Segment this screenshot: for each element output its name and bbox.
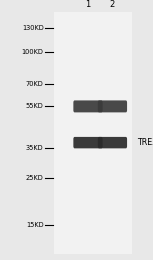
- Text: 35KD: 35KD: [26, 145, 44, 151]
- Text: 70KD: 70KD: [26, 81, 44, 87]
- FancyBboxPatch shape: [73, 100, 103, 112]
- Text: 1: 1: [85, 0, 91, 9]
- Text: 15KD: 15KD: [26, 222, 44, 228]
- Text: 2: 2: [110, 0, 115, 9]
- Text: 55KD: 55KD: [26, 103, 44, 109]
- Text: 25KD: 25KD: [26, 176, 44, 181]
- FancyBboxPatch shape: [98, 100, 127, 112]
- FancyBboxPatch shape: [73, 137, 103, 148]
- FancyBboxPatch shape: [98, 137, 127, 148]
- Bar: [54, 12, 132, 253]
- Text: TREX2: TREX2: [137, 138, 153, 147]
- Text: 130KD: 130KD: [22, 25, 44, 31]
- Text: 100KD: 100KD: [22, 49, 44, 55]
